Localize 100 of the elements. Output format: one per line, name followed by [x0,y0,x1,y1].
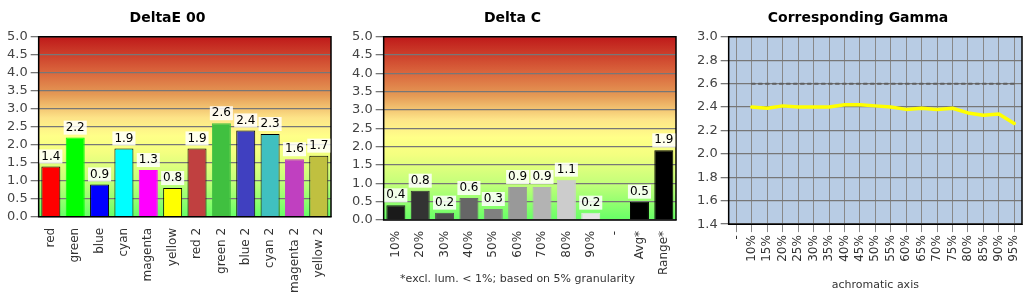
bar [483,208,503,220]
x-tick-label: 25% [790,235,805,262]
y-tick-label: 1.8 [696,168,718,184]
x-tick-label: cyan [116,227,131,257]
x-tick-label: blue 2 [237,227,252,266]
data-label: 1.3 [138,152,158,167]
x-tick-label: 50% [867,235,882,262]
y-tick-label: 1.5 [6,154,28,170]
data-label: 2.2 [65,119,85,134]
y-tick-label: 2.5 [6,118,28,134]
x-tick-label: Avg* [631,230,646,260]
data-label: 1.7 [309,137,329,152]
bar [410,190,430,220]
x-tick-label: 90% [582,230,597,258]
data-label: 2.3 [260,116,280,131]
data-label: 0.8 [163,170,183,185]
x-tick-label: magenta 2 [286,227,301,293]
data-label: 1.1 [556,161,576,176]
y-tick-label: 3.5 [351,83,373,99]
x-tick-label: 60% [898,235,913,262]
x-tick-label: magenta [140,227,155,282]
chart-title: Delta C [483,9,542,26]
data-label: 1.9 [114,130,134,145]
x-tick-label: 35% [821,235,836,262]
y-tick-label: 0.0 [351,211,373,227]
y-tick-label: 2.8 [696,51,718,67]
chart-title: DeltaE 00 [129,9,206,26]
y-tick-label: 0.0 [6,208,28,224]
x-tick-label: cyan 2 [262,227,277,268]
y-tick-label: 1.0 [351,174,373,190]
data-label: 0.3 [483,191,503,206]
x-tick-label: 30% [805,235,820,262]
y-tick-label: 5.0 [351,28,373,44]
bar [284,159,304,217]
x-tick-label: 65% [913,235,928,262]
data-label: 2.6 [211,105,231,120]
y-tick-label: 0.5 [6,190,28,206]
data-label: 0.2 [435,194,455,209]
x-tick-label: yellow 2 [310,227,325,278]
data-label: 0.9 [532,169,552,184]
data-label: 0.5 [629,183,650,198]
y-tick-label: 2.5 [351,119,373,135]
x-tick-label: 80% [558,230,573,258]
bar [556,179,576,220]
x-axis-title: achromatic axis [831,278,920,292]
y-tick-label: 3.0 [696,28,718,44]
bar [211,123,231,217]
x-tick-label: 10% [387,230,402,258]
y-tick-label: 1.5 [351,156,373,172]
y-tick-label: 2.6 [696,75,718,91]
y-tick-label: 1.0 [6,172,28,188]
x-tick-label: yellow [164,227,179,267]
y-tick-label: 2.0 [351,138,373,154]
x-tick-label: Range* [655,230,670,276]
bar [138,170,158,217]
x-tick-label: 90% [990,235,1005,262]
x-tick-label: 80% [960,235,975,262]
y-tick-label: 4.5 [351,46,373,62]
data-label: 0.8 [410,172,430,187]
data-label: 1.9 [654,132,674,147]
x-tick-label: 70% [929,235,944,262]
data-label: 0.9 [508,169,528,184]
data-label: 1.4 [41,148,61,163]
y-tick-label: 4.0 [351,64,373,80]
x-tick-label: 20% [774,235,789,262]
bar [532,187,552,220]
x-tick-label: blue [91,227,106,254]
bar [459,197,479,220]
y-tick-label: 4.5 [6,46,28,62]
bar [508,187,528,220]
y-tick-label: 3.0 [6,100,28,116]
x-tick-label: 20% [412,230,427,258]
y-tick-label: 2.0 [6,136,28,152]
x-tick-label: 40% [461,230,476,258]
x-tick-label: 70% [534,230,549,258]
data-label: 0.2 [581,194,601,209]
x-tick-label: 95% [1006,235,1021,262]
y-tick-label: 2.4 [696,98,718,114]
y-tick-label: 2.2 [696,121,718,137]
x-tick-label: - [607,230,622,236]
x-tick-label: 85% [975,235,990,262]
x-tick-label: 55% [882,235,897,262]
x-tick-label: 75% [944,235,959,262]
data-label: 1.9 [187,130,207,145]
x-tick-label: 30% [436,230,451,258]
x-tick-label: green [67,227,82,263]
y-tick-label: 0.5 [351,193,373,209]
x-tick-label: 50% [485,230,500,258]
bar [65,137,85,217]
y-tick-label: 4.0 [6,64,28,80]
data-label: 0.9 [90,166,110,181]
x-tick-label: green 2 [213,227,228,274]
data-label: 0.6 [459,180,479,195]
chart-title: Corresponding Gamma [767,9,949,26]
y-tick-label: 1.4 [696,215,718,231]
text: *excl. lum. < 1%; based on 5% granularity [400,272,636,285]
x-tick-label: 60% [509,230,524,258]
x-tick-label: 45% [852,235,867,262]
x-tick-label: 40% [836,235,851,262]
data-label: 2.4 [236,112,256,127]
